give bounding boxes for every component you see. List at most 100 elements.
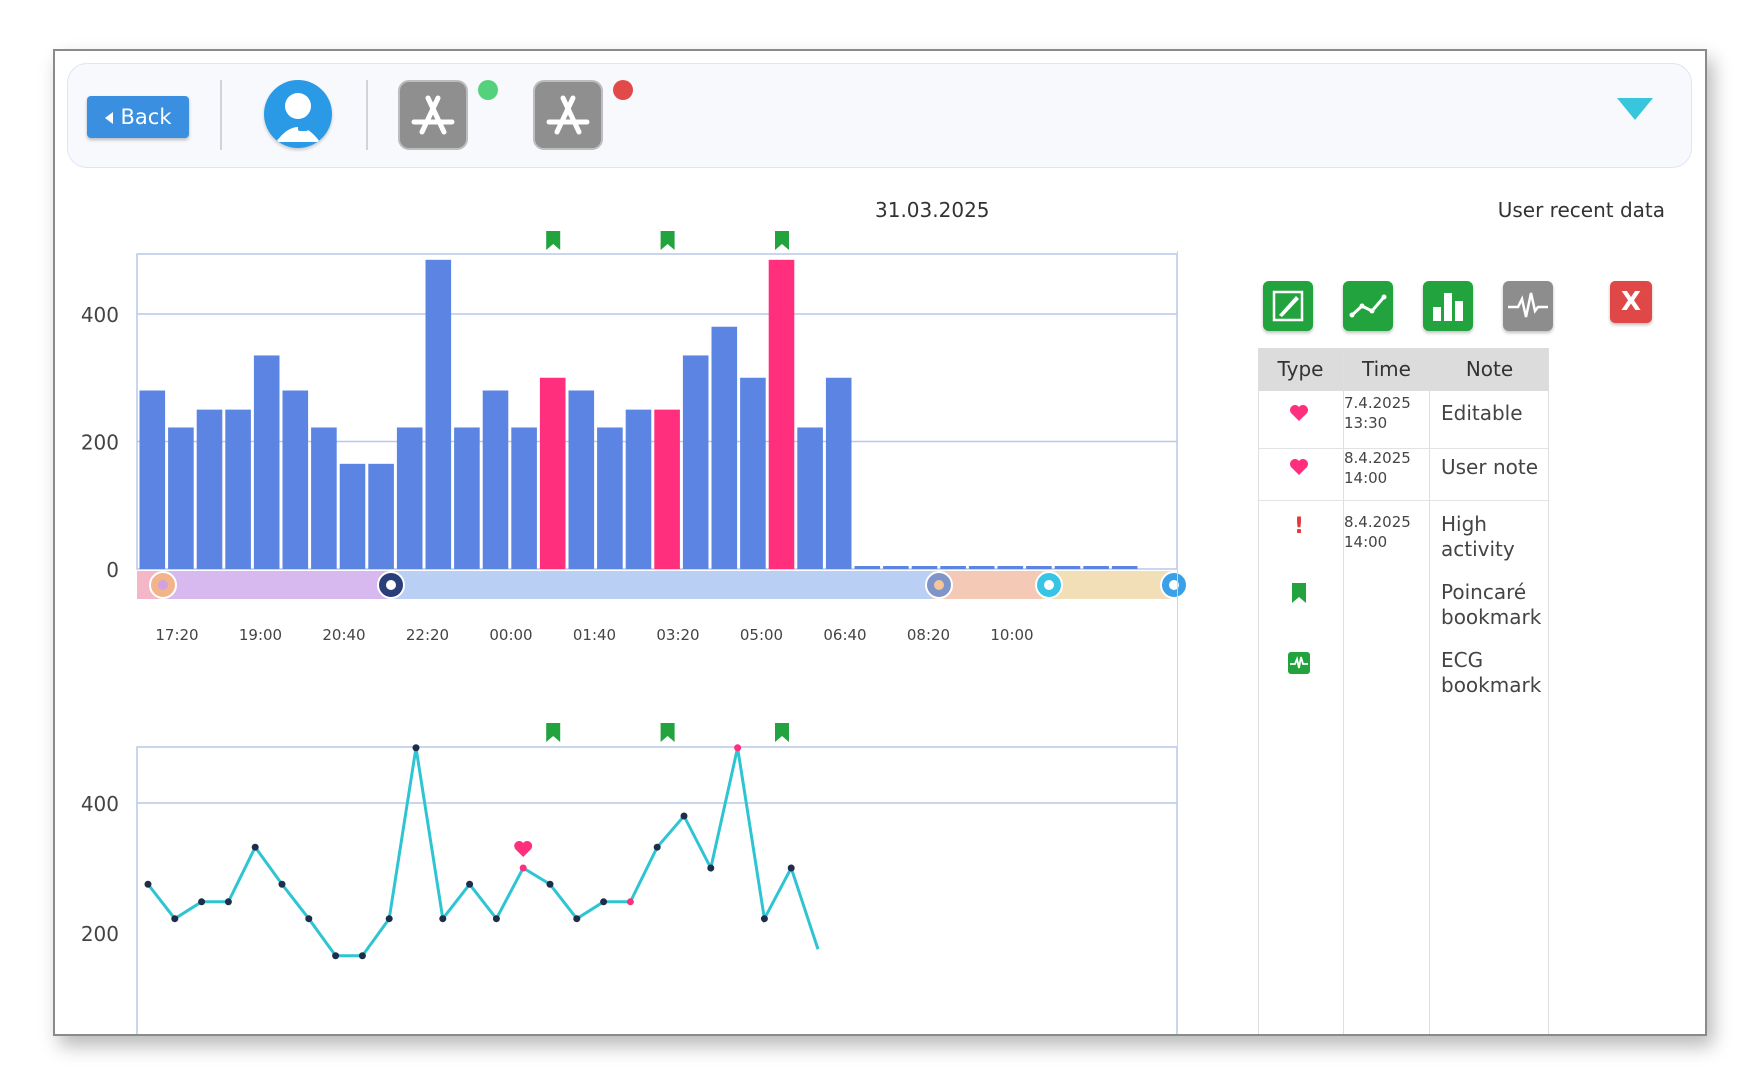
y-tick-label: 400 xyxy=(81,792,119,816)
sunset-icon-inner xyxy=(158,580,168,590)
bar xyxy=(482,390,509,569)
line-series xyxy=(146,747,820,958)
y-tick-label: 200 xyxy=(81,922,119,946)
bar xyxy=(511,427,537,569)
y-tick-label: 400 xyxy=(81,303,119,327)
bar xyxy=(196,409,223,569)
line-chart-button[interactable] xyxy=(1343,281,1393,331)
heart-icon xyxy=(1285,404,1313,426)
table-row-time: 7.4.2025 13:30 xyxy=(1344,394,1411,432)
data-point xyxy=(600,898,608,906)
bar xyxy=(225,409,251,569)
app-store-icon[interactable] xyxy=(398,80,468,150)
column-header-type[interactable]: Type xyxy=(1258,348,1343,391)
moon-icon-inner xyxy=(386,580,396,590)
data-point xyxy=(305,915,313,923)
bar xyxy=(311,427,337,569)
bar xyxy=(454,427,480,569)
sun-rising-icon-inner xyxy=(1044,580,1054,590)
data-point xyxy=(492,915,500,923)
bar-chart-button[interactable] xyxy=(1423,281,1473,331)
data-point xyxy=(734,744,742,752)
bar xyxy=(940,566,966,569)
timeline-segment xyxy=(1042,571,1177,599)
data-point xyxy=(171,915,179,923)
bar xyxy=(539,377,566,569)
edit-button[interactable] xyxy=(1263,281,1313,331)
x-tick-label: 06:40 xyxy=(823,626,866,644)
y-tick-label: 200 xyxy=(81,431,119,455)
bar xyxy=(911,566,938,569)
app-store-icon[interactable] xyxy=(533,80,603,150)
bookmark-icon xyxy=(775,231,789,250)
column-header-time[interactable]: Time xyxy=(1344,348,1429,391)
exclamation-icon: ! xyxy=(1293,514,1305,539)
charts-area: 400 200 0 17:20 19:00 20:40 22:20 00:00 01:40 03:… xyxy=(81,231,1188,1034)
app-window: Back xyxy=(53,49,1707,1036)
bar xyxy=(968,566,995,569)
toolbar-divider xyxy=(220,80,222,150)
bar xyxy=(1054,566,1081,569)
bar xyxy=(825,377,852,569)
data-point xyxy=(653,843,661,851)
status-dot-offline xyxy=(613,80,633,100)
bar xyxy=(396,427,423,569)
bar xyxy=(282,390,309,569)
x-tick-label: 19:00 xyxy=(239,626,282,644)
x-tick-label: 17:20 xyxy=(155,626,198,644)
bar xyxy=(997,566,1024,569)
data-point xyxy=(626,898,634,906)
bar xyxy=(711,326,738,569)
heart-icon xyxy=(514,840,533,857)
bar xyxy=(425,259,452,569)
x-tick-label: 03:20 xyxy=(656,626,699,644)
data-point xyxy=(707,864,715,872)
status-dot-online xyxy=(478,80,498,100)
close-button[interactable]: X xyxy=(1610,281,1652,323)
data-point xyxy=(466,880,474,888)
bookmark-icon xyxy=(1285,582,1313,608)
x-tick-label: 08:20 xyxy=(907,626,950,644)
bar xyxy=(597,427,623,569)
data-point xyxy=(224,898,232,906)
table-row-note[interactable]: Editable xyxy=(1441,401,1523,425)
edit-icon xyxy=(1272,290,1304,322)
data-point xyxy=(680,812,688,820)
bar xyxy=(768,259,795,569)
bar xyxy=(339,463,366,569)
timeline-segment xyxy=(159,571,392,599)
bar xyxy=(682,355,709,569)
data-point xyxy=(519,864,527,872)
bar xyxy=(253,355,280,569)
x-tick-label: 01:40 xyxy=(573,626,616,644)
column-header-note[interactable]: Note xyxy=(1430,348,1549,391)
top-toolbar: Back xyxy=(67,63,1692,168)
line-chart-frame xyxy=(136,746,1178,1034)
x-tick-label: 20:40 xyxy=(322,626,365,644)
toolbar-divider xyxy=(366,80,368,150)
panel-title: User recent data xyxy=(1497,198,1665,222)
data-point xyxy=(144,880,152,888)
back-button[interactable]: Back xyxy=(87,96,189,138)
table-row-note: High activity xyxy=(1441,512,1515,561)
data-point xyxy=(385,915,393,923)
user-avatar-icon[interactable] xyxy=(264,80,332,148)
table-row-note[interactable]: User note xyxy=(1441,455,1539,479)
bar xyxy=(168,427,194,569)
data-point xyxy=(198,898,206,906)
table-row-note: Poincaré bookmark xyxy=(1441,580,1542,629)
chart-date: 31.03.2025 xyxy=(875,198,990,222)
data-point xyxy=(439,915,447,923)
data-point xyxy=(412,744,420,752)
timeline-segment xyxy=(392,571,932,599)
bookmark-icon xyxy=(660,723,675,742)
data-point xyxy=(278,880,286,888)
line-chart-icon xyxy=(1349,294,1387,318)
table-row-note: ECG bookmark xyxy=(1441,648,1542,697)
bar xyxy=(740,377,766,569)
data-point xyxy=(332,952,340,960)
ecg-button[interactable] xyxy=(1503,281,1553,331)
triangle-down-icon[interactable] xyxy=(1617,98,1653,120)
data-point xyxy=(358,952,366,960)
bar-chart-icon xyxy=(1433,293,1463,321)
